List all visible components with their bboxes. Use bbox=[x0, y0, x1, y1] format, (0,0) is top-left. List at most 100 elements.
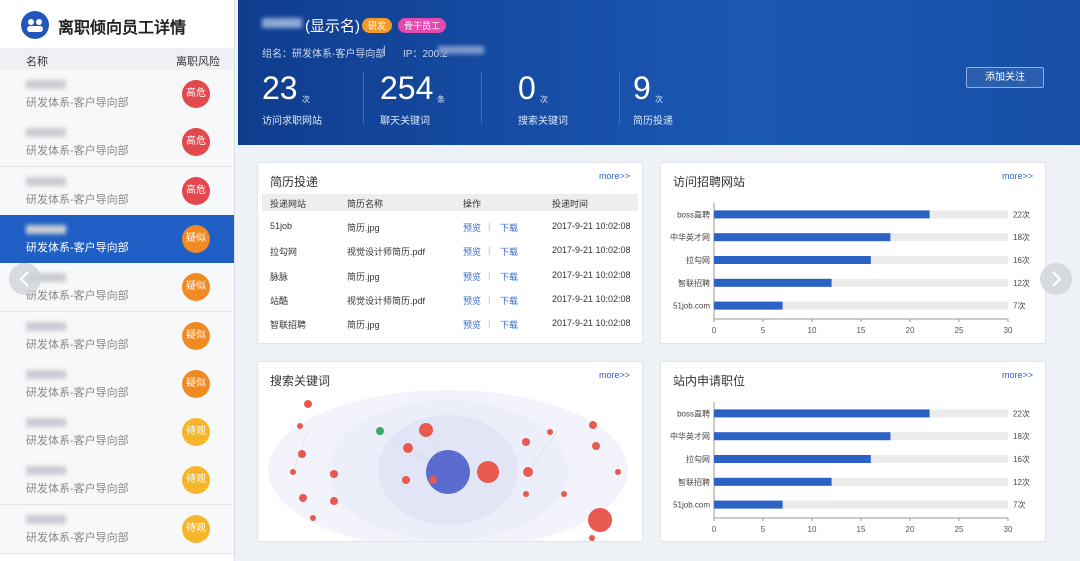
tag: 骨干员工 bbox=[398, 18, 447, 33]
bar bbox=[714, 500, 783, 509]
column-header: 投递网站 bbox=[270, 199, 307, 209]
ip: IP：200.2 bbox=[403, 49, 448, 60]
more-link[interactable]: more>> bbox=[1001, 370, 1033, 380]
risk-badge: 高危 bbox=[182, 80, 210, 108]
y-tick-label: boss直聘 bbox=[677, 408, 710, 418]
display-name: (显示名) bbox=[305, 18, 360, 35]
department: 研发体系-客户导向部 bbox=[26, 290, 129, 303]
stat-label: 聊天关键词 bbox=[380, 116, 430, 127]
stat-label: 访问求职网站 bbox=[262, 116, 322, 127]
stat-value: 9 bbox=[633, 70, 651, 106]
value-label: 16次 bbox=[1013, 255, 1030, 265]
blurred-name bbox=[26, 321, 66, 331]
cell: | bbox=[488, 318, 491, 329]
stat-unit: 次 bbox=[655, 95, 663, 104]
bar-track bbox=[714, 477, 1008, 486]
y-tick-label: 智联招聘 bbox=[678, 278, 710, 288]
bar bbox=[714, 233, 891, 242]
risk-badge: 疑似 bbox=[182, 369, 210, 398]
x-tick-label: 15 bbox=[857, 326, 866, 335]
blurred-name bbox=[26, 418, 66, 428]
blurred-name bbox=[26, 514, 66, 524]
value-label: 12次 bbox=[1013, 477, 1030, 487]
blurred-name bbox=[26, 176, 66, 186]
keyword-graph bbox=[268, 390, 628, 541]
y-tick-label: 智联招聘 bbox=[678, 477, 710, 487]
y-tick-label: 中华英才网 bbox=[670, 431, 710, 441]
bar-track bbox=[714, 301, 1008, 310]
x-tick-label: 10 bbox=[808, 326, 817, 335]
column-header: 投递时间 bbox=[552, 199, 589, 209]
column-header: 简历名称 bbox=[347, 199, 384, 209]
y-tick-label: 拉勾网 bbox=[686, 454, 710, 464]
blurred-name bbox=[26, 80, 66, 89]
department: 研发体系-客户导向部 bbox=[26, 97, 129, 109]
more-link[interactable]: more>> bbox=[598, 370, 630, 380]
separator: | bbox=[383, 45, 386, 56]
x-tick-label: 15 bbox=[857, 525, 866, 534]
department: 研发体系-客户导向部 bbox=[26, 531, 129, 544]
stat-unit: 条 bbox=[437, 95, 445, 104]
bar bbox=[714, 278, 832, 287]
bar-track bbox=[714, 278, 1008, 287]
department: 研发体系-客户导向部 bbox=[26, 386, 129, 399]
cell: | bbox=[488, 269, 491, 280]
chart-title: 访问招聘网站 bbox=[673, 175, 746, 189]
employee-row: 研发体系-客户导向部 疑似 bbox=[0, 214, 234, 264]
follow-button[interactable]: 添加关注 bbox=[966, 67, 1044, 88]
department: 研发体系-客户导向部 bbox=[26, 145, 129, 158]
card-title: 搜索关键词 bbox=[270, 374, 331, 388]
risk-badge: 待观 bbox=[182, 466, 210, 495]
x-tick-label: 0 bbox=[712, 525, 717, 534]
cell: 简历.jpg bbox=[347, 271, 380, 282]
icon bbox=[21, 11, 49, 39]
risk-badge: 待观 bbox=[182, 514, 210, 543]
blurred-name bbox=[262, 18, 302, 28]
cell: 简历.jpg bbox=[347, 320, 380, 331]
risk-badge: 待观 bbox=[182, 418, 210, 447]
risk-badge: 疑似 bbox=[182, 321, 210, 350]
stat-value: 0 bbox=[518, 70, 536, 106]
cell: 2017-9-21 10:02:08 bbox=[552, 318, 631, 329]
stat-label: 简历投递 bbox=[633, 116, 673, 127]
x-tick-label: 5 bbox=[761, 326, 766, 335]
value-label: 22次 bbox=[1013, 209, 1030, 219]
cell: 视觉设计师简历.pdf bbox=[347, 295, 426, 306]
group: 组名：研发体系-客户导向部 bbox=[262, 49, 386, 60]
blurred-name bbox=[26, 224, 66, 234]
x-tick-label: 25 bbox=[955, 326, 964, 335]
bar bbox=[714, 210, 930, 219]
y-tick-label: 51job.com bbox=[673, 302, 710, 311]
next-arrow[interactable] bbox=[1039, 262, 1073, 296]
cell: 预览 bbox=[463, 295, 482, 306]
value-label: 12次 bbox=[1013, 278, 1030, 288]
blurred-name bbox=[26, 466, 66, 476]
stat-unit: 次 bbox=[540, 95, 548, 104]
cell: 预览 bbox=[463, 247, 482, 258]
value-label: 18次 bbox=[1013, 232, 1030, 242]
cell: | bbox=[488, 221, 491, 231]
more-link[interactable]: more>> bbox=[598, 171, 630, 181]
more-link[interactable]: more>> bbox=[1001, 171, 1033, 181]
tag: 研发 bbox=[362, 18, 393, 33]
employee-row: 研发体系-客户导向部 待观 bbox=[0, 504, 234, 554]
divider bbox=[481, 72, 482, 124]
x-tick-label: 20 bbox=[906, 525, 915, 534]
sidebar-title: 离职倾向员工详情 bbox=[58, 20, 187, 37]
x-tick-label: 0 bbox=[712, 326, 717, 335]
y-tick-label: 51job.com bbox=[673, 501, 710, 510]
x-tick-label: 10 bbox=[808, 525, 817, 534]
cell: 下载 bbox=[500, 223, 519, 233]
prev-arrow[interactable] bbox=[8, 262, 42, 296]
cell: 下载 bbox=[500, 271, 519, 282]
cell: 简历.jpg bbox=[347, 223, 380, 233]
y-tick-label: 拉勾网 bbox=[686, 255, 710, 265]
value-label: 7次 bbox=[1013, 500, 1025, 510]
employee-row: 研发体系-客户导向部 高危 bbox=[0, 118, 234, 168]
chart-title: 站内申请职位 bbox=[673, 374, 746, 388]
profile-banner: (显示名) 研发 骨干员工 组名：研发体系-客户导向部 | IP：200.2 23… bbox=[238, 0, 1080, 145]
employee-row: 研发体系-客户导向部 待观 bbox=[0, 408, 234, 458]
employee-row: 研发体系-客户导向部 疑似 bbox=[0, 311, 234, 361]
table-header bbox=[262, 194, 638, 211]
chart-card: 站内申请职位 more>> 0 5 10 15 20 25 30 boss直聘 22次 中华英才网 18… bbox=[660, 361, 1046, 542]
